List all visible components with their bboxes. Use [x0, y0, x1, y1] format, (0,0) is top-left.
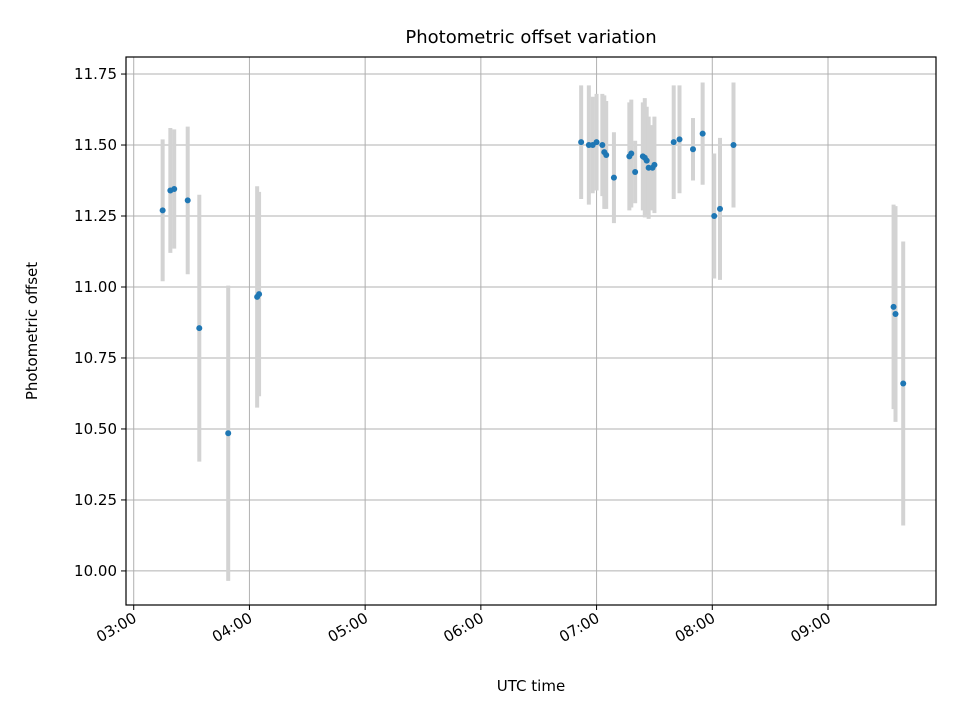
y-tick-label: 10.75: [74, 349, 117, 367]
data-point: [676, 136, 683, 143]
data-point: [225, 430, 232, 437]
data-point: [643, 157, 650, 164]
x-axis-title: UTC time: [497, 677, 565, 695]
data-point: [578, 139, 585, 146]
data-point: [730, 142, 737, 149]
y-tick-label: 10.50: [74, 420, 117, 438]
y-tick-label: 11.25: [74, 207, 117, 225]
data-point: [699, 130, 706, 137]
data-point: [599, 142, 606, 149]
data-point: [717, 205, 723, 212]
y-tick-label: 11.75: [74, 65, 117, 83]
data-point: [603, 151, 610, 158]
data-point: [892, 310, 899, 317]
y-tick-label: 10.00: [74, 562, 117, 580]
data-point: [651, 161, 658, 168]
data-point: [890, 303, 897, 310]
plot-frame: [125, 56, 937, 606]
data-point: [184, 197, 191, 204]
data-point: [196, 325, 203, 332]
data-point: [632, 168, 639, 175]
data-point: [711, 213, 718, 220]
y-axis-title: Photometric offset: [23, 262, 41, 400]
data-point: [256, 291, 263, 298]
data-point: [610, 174, 617, 181]
y-tick-label: 10.25: [74, 491, 117, 509]
data-points: [159, 130, 907, 437]
data-point: [171, 186, 178, 193]
chart-title: Photometric offset variation: [405, 27, 656, 48]
data-point: [628, 150, 635, 157]
data-point: [900, 380, 907, 387]
data-point: [670, 139, 677, 146]
y-tick-label: 11.00: [74, 278, 117, 296]
data-point: [690, 146, 696, 153]
data-point: [159, 207, 166, 214]
data-point: [593, 139, 600, 146]
y-tick-label: 11.50: [74, 136, 117, 154]
